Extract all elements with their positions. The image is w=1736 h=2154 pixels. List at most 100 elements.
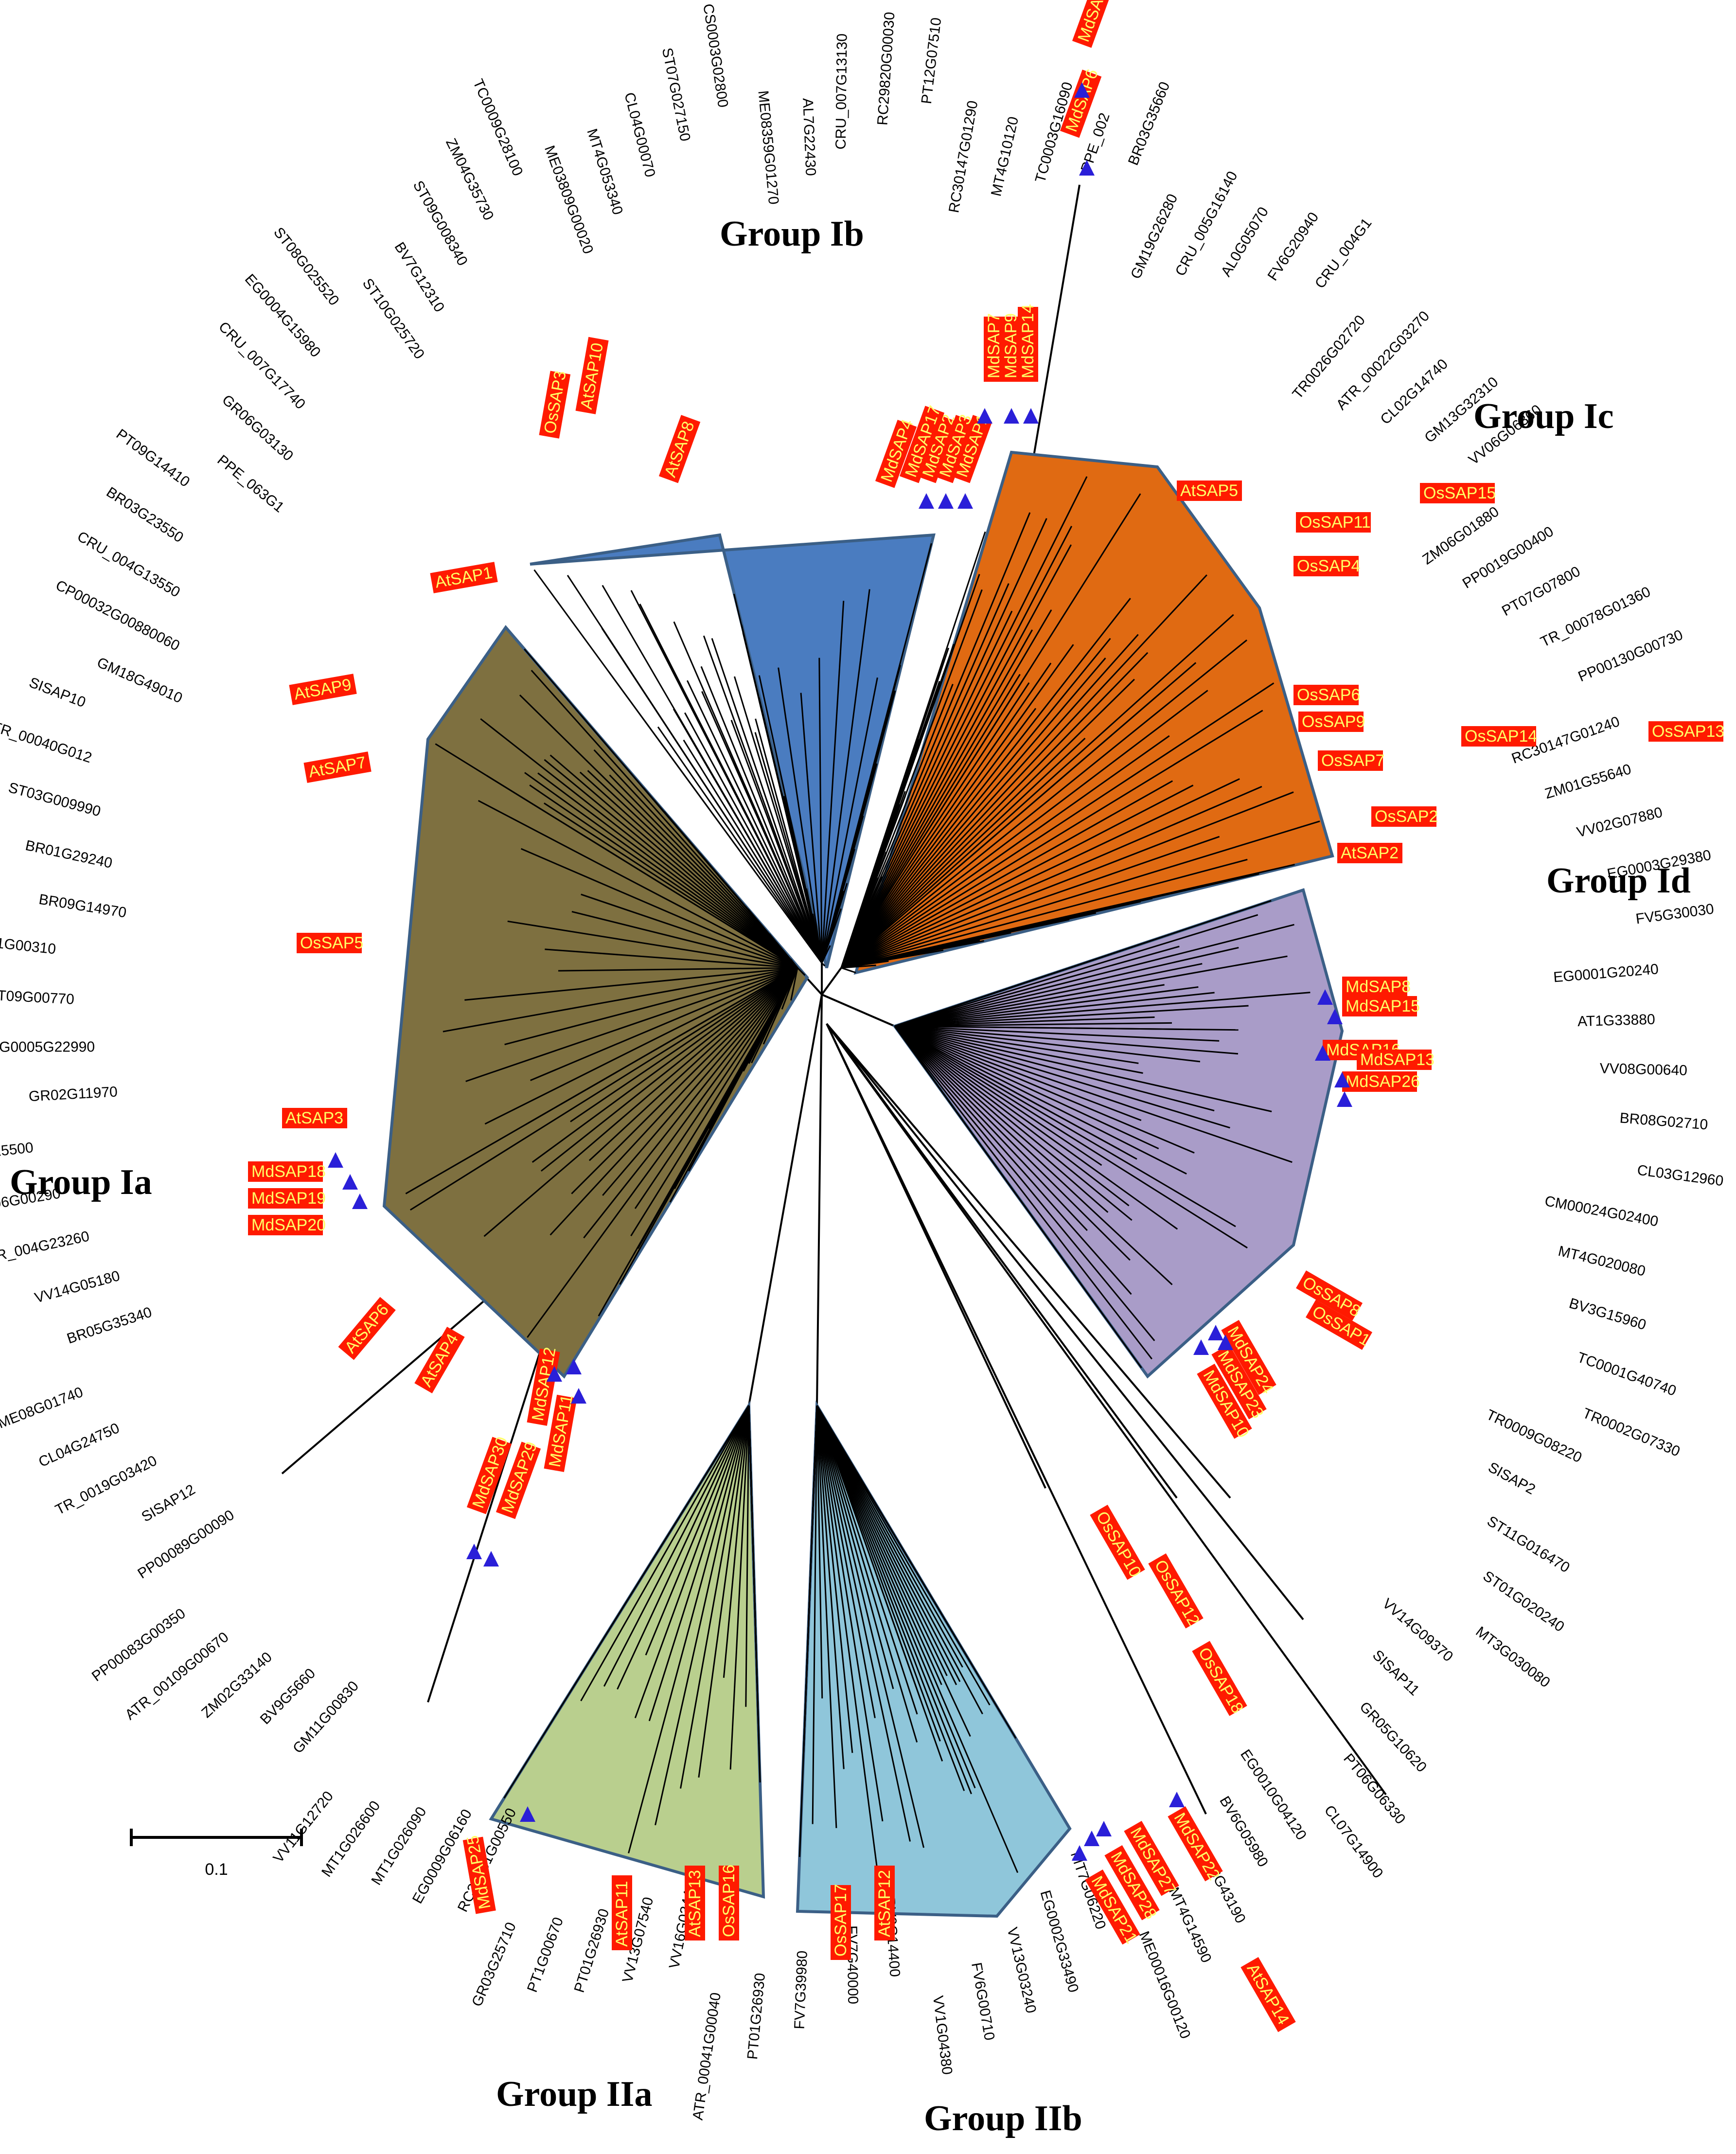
clade-iia [489,1400,765,1899]
leaf-label: PT01G26930 [571,1907,613,1994]
leaf-label: TR_004G23260 [0,1228,91,1265]
leaf-label: EG0002G33490 [1037,1888,1081,1994]
highlight-ossap15: OsSAP15 [1420,483,1496,503]
highlight-ossap13: OsSAP13 [1648,721,1724,742]
leaf-label: PT09G14410 [113,426,193,490]
leaf-label: FV6G20940 [1265,210,1322,284]
leaf-label: EG0005G22990 [0,1039,95,1055]
leaf-label: MT4G053340 [584,127,626,217]
highlight-atsap3: AtSAP3 [282,1108,347,1128]
svg-text:OsSAP5: OsSAP5 [300,934,363,952]
leaf-label: GR05G10620 [1356,1699,1430,1776]
leaf-label: FV6G00710 [968,1961,997,2042]
highlight-ossap5: OsSAP5 [297,933,363,953]
leaf-label: GR03G25710 [469,1920,519,2009]
highlight-ossap9: OsSAP9 [1298,712,1365,732]
svg-text:MdSAP20: MdSAP20 [251,1216,326,1234]
svg-text:OsSAP7: OsSAP7 [1321,751,1384,770]
leaf-label: AL7G22430 [799,98,818,176]
svg-text:OsSAP18: OsSAP18 [1195,1644,1247,1716]
leaf-label: MT3G030080 [1472,1623,1553,1691]
marker-icon [1327,1009,1343,1024]
leaf-label: BR03G23550 [104,484,186,546]
highlight-ossap14: OsSAP14 [1461,726,1537,747]
marker-icon [1074,82,1090,98]
leaf-label: ST09G008340 [410,178,471,268]
svg-text:AtSAP3: AtSAP3 [285,1109,343,1127]
svg-text:MdSAP15: MdSAP15 [1346,997,1420,1015]
highlight-atsap4: AtSAP4 [414,1326,465,1393]
leaf-label: AT1G33880 [1577,1012,1655,1030]
highlight-atsap12: AtSAP12 [874,1866,895,1940]
isolated-branch [826,1023,1178,1499]
highlight-mdsap8: MdSAP8 [1342,977,1411,997]
highlight-mdsap15: MdSAP15 [1342,996,1420,1016]
clade-ib [530,533,936,968]
leaf-label: BV3G15960 [1567,1295,1648,1333]
leaf-label: PT01G26930 [744,1972,768,2060]
leaf-label: TR0009G08220 [1484,1406,1584,1466]
group-title-iib: Group IIb [924,2099,1082,2138]
highlight-atsap1: AtSAP1 [430,562,498,593]
leaf-label: GR06G03130 [219,392,296,464]
leaf-label: SISAP12 [139,1481,198,1525]
marker-icon [1315,1045,1330,1061]
group-title-iia: Group IIa [496,2074,652,2114]
leaf-label: PP00130G00730 [1576,627,1685,685]
svg-text:AtSAP11: AtSAP11 [613,1881,631,1947]
svg-text:OsSAP16: OsSAP16 [720,1865,738,1937]
svg-text:OsSAP9: OsSAP9 [1302,712,1365,731]
leaf-label: MT1G026090 [368,1804,429,1888]
leaf-label: CRU_004G1 [1312,215,1375,291]
svg-text:MdSAP7: MdSAP7 [985,313,1003,378]
group-title-id: Group Id [1546,861,1691,901]
leaf-label: VV02G07880 [1575,804,1664,841]
clade-iib [796,1400,1072,1918]
leaf-label: PT1G00670 [524,1915,567,1994]
svg-text:OsSAP4: OsSAP4 [1297,557,1360,575]
leaf-label: VV1G04380 [930,1995,955,2076]
leaf-label: ST11G016470 [1484,1513,1572,1576]
leaf-label: RC30147G01290 [946,99,981,214]
leaf-label: TC0001G40740 [1575,1349,1678,1399]
highlight-mdsap13: MdSAP13 [1357,1050,1435,1070]
leaf-label: BV9G5660 [257,1665,319,1727]
leaf-label: ST03G009990 [7,780,103,820]
marker-icon [938,493,954,509]
leaf-label: SISAP11 [1369,1647,1422,1699]
leaf-label: ME00016G00120 [1136,1929,1194,2041]
marker-icon [328,1152,343,1168]
highlight-atsap11: AtSAP11 [612,1875,632,1950]
svg-text:OsSAP15: OsSAP15 [1423,484,1496,502]
leaf-label: ZM06G01880 [1419,503,1502,568]
leaf-label: VV14G05180 [33,1268,122,1306]
group-title-ib: Group Ib [720,214,864,254]
marker-icon [977,408,992,424]
leaf-label: RC29820G00030 [874,12,898,126]
leaf-label: BV6G05980 [1216,1794,1271,1870]
svg-text:MdSAP18: MdSAP18 [251,1162,326,1181]
leaf-label: ME08G01740 [0,1384,85,1432]
leaf-label: BR08G02710 [1619,1110,1709,1133]
highlight-ossap3: OsSAP3 [539,369,571,439]
svg-text:OsSAP13: OsSAP13 [1652,722,1724,741]
isolated-branch [826,1023,1304,1620]
leaf-label: GR0001G00310 [0,930,57,958]
leaf-label: VV13G03240 [1004,1926,1039,2015]
leaf-label: FV5G30030 [1635,901,1715,927]
svg-text:AtSAP6: AtSAP6 [341,1300,393,1357]
svg-text:OsSAP11: OsSAP11 [1299,513,1371,532]
leaf-label: CRU_007G13130 [833,34,850,150]
highlight-mdsap22: MdSAP22 [1168,1806,1223,1884]
scale-bar-label: 0.1 [205,1860,228,1879]
isolated-branch [826,1023,1207,1815]
leaf-label: TR_00078G01360 [1538,584,1653,650]
svg-text:MdSAP14: MdSAP14 [1019,304,1037,378]
svg-text:OsSAP10: OsSAP10 [1093,1508,1145,1580]
highlight-atsap5: AtSAP5 [1177,481,1242,501]
svg-text:AtSAP8: AtSAP8 [661,419,698,480]
highlight-atsap6: AtSAP6 [338,1297,396,1360]
leaf-label: SISAP10 [27,675,88,711]
highlight-ossap18: OsSAP18 [1192,1641,1247,1716]
leaf-label: BV7G12310 [391,239,447,315]
